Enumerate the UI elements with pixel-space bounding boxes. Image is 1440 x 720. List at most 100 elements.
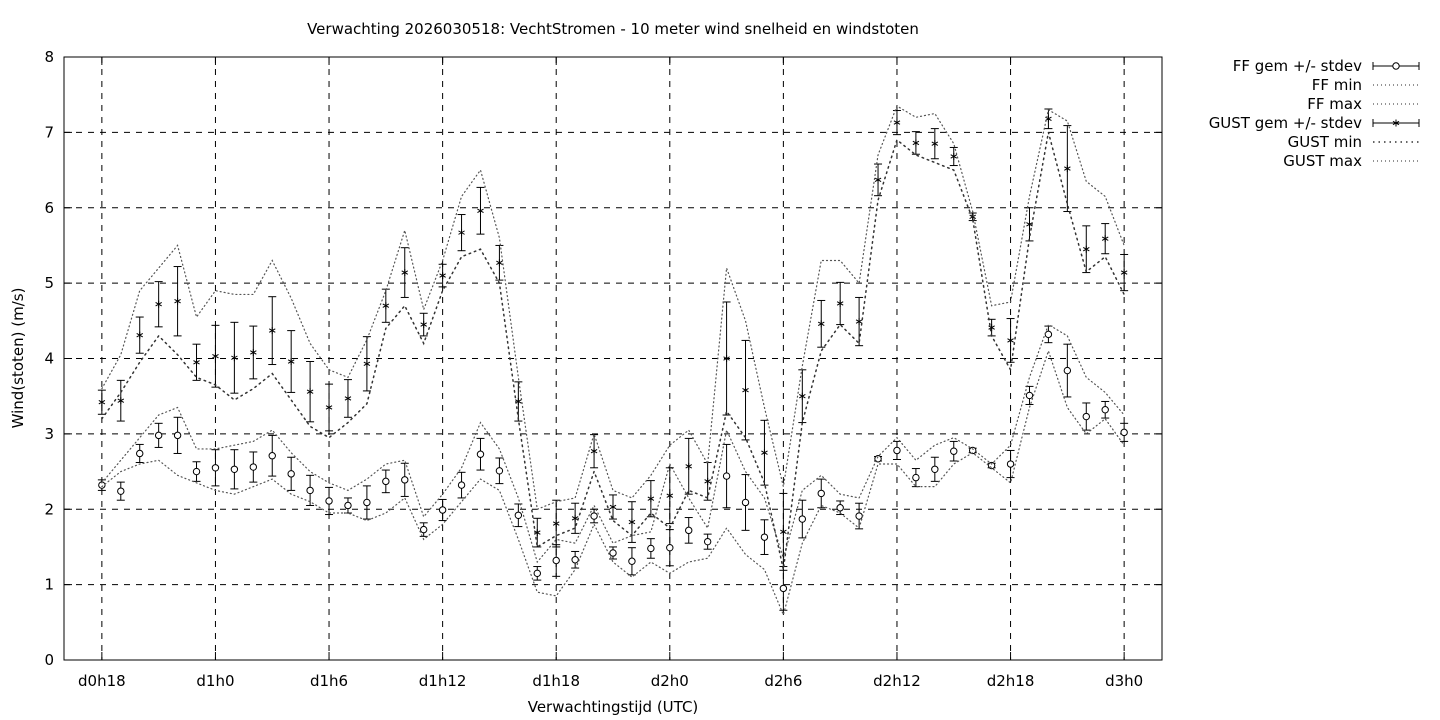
series-ff-max bbox=[101, 323, 1125, 564]
data-point-ff-gem-stdev bbox=[249, 463, 258, 471]
grid-lines bbox=[64, 57, 1162, 660]
x-tick-label: d1h12 bbox=[419, 672, 467, 690]
legend-entry-gust-min: GUST min bbox=[1288, 133, 1419, 151]
data-point-ff-gem-stdev bbox=[855, 512, 863, 520]
data-point-gust-gem-stdev bbox=[477, 207, 484, 215]
data-point-ff-gem-stdev bbox=[344, 501, 352, 510]
y-tick-label: 8 bbox=[44, 48, 54, 66]
data-point-ff-gem-stdev bbox=[628, 557, 636, 565]
data-point-gust-gem-stdev bbox=[912, 139, 920, 147]
y-tick-label: 0 bbox=[44, 651, 54, 669]
data-point-gust-gem-stdev bbox=[136, 331, 144, 339]
data-point-ff-gem-stdev bbox=[741, 498, 750, 507]
series-ff-gem-stdev bbox=[97, 325, 1129, 611]
data-point-ff-gem-stdev bbox=[419, 525, 428, 534]
x-tick-label: d1h6 bbox=[310, 672, 348, 690]
data-point-ff-gem-stdev bbox=[552, 556, 560, 565]
data-point-gust-gem-stdev bbox=[799, 392, 806, 400]
data-point-ff-gem-stdev bbox=[722, 472, 731, 480]
data-point-gust-gem-stdev bbox=[458, 229, 465, 237]
data-point-gust-gem-stdev bbox=[723, 355, 730, 362]
data-point-gust-gem-stdev bbox=[666, 492, 674, 500]
x-tick-label: d2h12 bbox=[873, 672, 921, 690]
data-point-ff-gem-stdev bbox=[1120, 428, 1128, 437]
data-point-gust-gem-stdev bbox=[306, 388, 314, 396]
series-line-gust-min bbox=[101, 132, 1125, 570]
data-point-ff-gem-stdev bbox=[571, 556, 579, 564]
data-point-ff-gem-stdev bbox=[1101, 406, 1109, 414]
data-point-ff-gem-stdev bbox=[457, 481, 466, 489]
data-point-gust-gem-stdev bbox=[704, 477, 711, 485]
data-point-ff-gem-stdev bbox=[438, 506, 447, 514]
data-point-gust-gem-stdev bbox=[855, 318, 863, 326]
data-point-ff-gem-stdev bbox=[703, 537, 712, 546]
data-point-ff-gem-stdev bbox=[136, 449, 144, 458]
data-point-gust-gem-stdev bbox=[287, 358, 295, 366]
data-point-gust-gem-stdev bbox=[742, 386, 749, 394]
data-point-ff-gem-stdev bbox=[1044, 330, 1053, 339]
data-point-ff-gem-stdev bbox=[173, 431, 182, 440]
x-axis-label: Verwachtingstijd (UTC) bbox=[528, 698, 699, 716]
data-point-ff-gem-stdev bbox=[798, 515, 807, 523]
data-point-ff-gem-stdev bbox=[98, 481, 106, 489]
data-point-ff-gem-stdev bbox=[211, 464, 220, 472]
x-tick-label: d2h18 bbox=[987, 672, 1035, 690]
x-axis: d0h18 d1h0 d1h6 d1h12 d1h18 d2h0 d2h6 d2h12 d2h1… bbox=[78, 57, 1143, 690]
data-point-ff-gem-stdev bbox=[931, 465, 939, 474]
data-point-gust-gem-stdev bbox=[1007, 336, 1014, 344]
data-point-gust-gem-stdev bbox=[250, 348, 257, 356]
data-point-ff-gem-stdev bbox=[912, 473, 920, 482]
data-point-ff-gem-stdev bbox=[1006, 460, 1015, 468]
x-tick-label: d0h18 bbox=[78, 672, 126, 690]
data-point-gust-gem-stdev bbox=[401, 269, 409, 277]
data-point-gust-gem-stdev bbox=[1101, 235, 1109, 243]
data-point-ff-gem-stdev bbox=[268, 452, 276, 460]
legend-label: GUST min bbox=[1288, 133, 1362, 151]
data-point-ff-gem-stdev bbox=[117, 487, 125, 495]
data-point-gust-gem-stdev bbox=[950, 152, 958, 160]
data-point-gust-gem-stdev bbox=[439, 272, 446, 280]
legend-entry-gust-gem-stdev: GUST gem +/- stdev bbox=[1209, 114, 1420, 132]
data-point-gust-gem-stdev bbox=[174, 297, 181, 305]
data-point-ff-gem-stdev bbox=[779, 584, 788, 593]
data-point-ff-gem-stdev bbox=[495, 467, 504, 475]
data-point-ff-gem-stdev bbox=[476, 450, 485, 458]
data-point-gust-gem-stdev bbox=[212, 352, 219, 360]
legend-marker bbox=[1392, 62, 1400, 70]
legend-entry-ff-max: FF max bbox=[1307, 95, 1419, 113]
series-gust-min bbox=[101, 132, 1125, 570]
data-point-gust-gem-stdev bbox=[874, 176, 882, 184]
data-point-ff-gem-stdev bbox=[950, 447, 958, 455]
data-point-gust-gem-stdev bbox=[931, 140, 939, 148]
legend-label: FF min bbox=[1312, 76, 1362, 94]
data-point-gust-gem-stdev bbox=[325, 403, 333, 411]
data-point-ff-gem-stdev bbox=[533, 569, 541, 578]
legend-label: FF max bbox=[1307, 95, 1362, 113]
series-line-ff-max bbox=[101, 323, 1125, 564]
series-gust-max bbox=[101, 105, 1125, 511]
data-point-ff-gem-stdev bbox=[382, 477, 390, 486]
data-point-gust-gem-stdev bbox=[628, 518, 636, 526]
data-point-gust-gem-stdev bbox=[552, 520, 560, 528]
series-gust-gem-stdev bbox=[97, 108, 1129, 571]
x-tick-label: d1h0 bbox=[196, 672, 234, 690]
data-point-gust-gem-stdev bbox=[571, 514, 579, 522]
y-tick-label: 6 bbox=[44, 199, 54, 217]
series-line-ff-min bbox=[101, 349, 1125, 617]
data-point-gust-gem-stdev bbox=[685, 462, 693, 470]
data-point-ff-gem-stdev bbox=[609, 549, 617, 557]
data-point-gust-gem-stdev bbox=[363, 360, 371, 368]
data-point-ff-gem-stdev bbox=[893, 446, 901, 455]
data-point-ff-gem-stdev bbox=[325, 497, 333, 505]
data-point-gust-gem-stdev bbox=[193, 358, 200, 366]
data-point-gust-gem-stdev bbox=[1082, 245, 1090, 253]
y-tick-label: 4 bbox=[44, 350, 54, 368]
legend-label: GUST gem +/- stdev bbox=[1209, 114, 1362, 132]
data-point-ff-gem-stdev bbox=[306, 486, 314, 495]
legend-entry-ff-min: FF min bbox=[1312, 76, 1419, 94]
data-point-ff-gem-stdev bbox=[685, 526, 693, 535]
legend-marker bbox=[1392, 119, 1400, 127]
data-point-gust-gem-stdev bbox=[117, 397, 125, 405]
